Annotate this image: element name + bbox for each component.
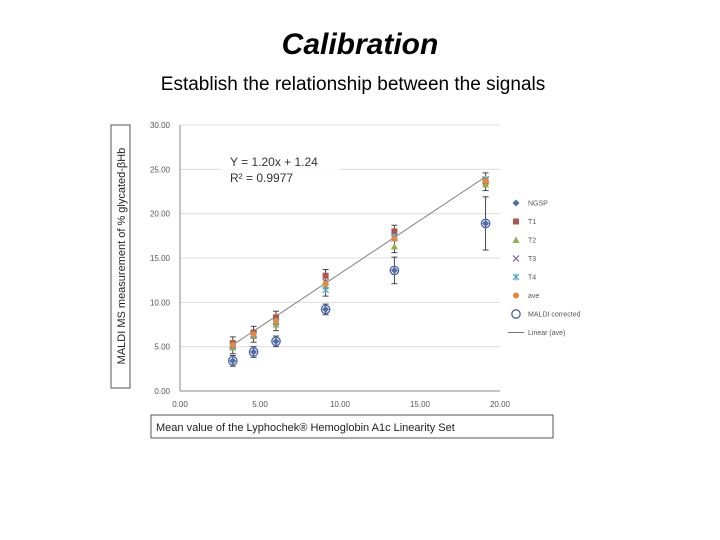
legend-swatch [511, 309, 521, 319]
legend-swatch [512, 255, 520, 262]
y-tick-label: 25.00 [150, 165, 171, 174]
data-point-maldi-corrected [248, 347, 259, 357]
x-tick-label: 20.00 [490, 400, 511, 409]
legend: NGSP T1 T2 T3 T4 ave MALDI corrected Linear (av… [508, 199, 581, 337]
legend-swatch [512, 236, 520, 243]
slide-title: Calibration [281, 28, 439, 61]
error-bars [229, 172, 489, 367]
data-point-ave [250, 331, 257, 338]
data-point-ave [482, 177, 489, 184]
data-point-maldi-corrected [271, 336, 281, 347]
r-squared: R² = 0.9977 [230, 171, 293, 185]
axes [179, 125, 500, 392]
data-point-maldi-corrected [320, 304, 331, 315]
data-point-t1 [391, 228, 398, 235]
data-point-t1 [273, 314, 279, 321]
data-point-t4 [322, 286, 329, 294]
data-point-ngsp [390, 266, 398, 274]
x-tick-label: 15.00 [410, 400, 431, 409]
y-tick-label: 20.00 [150, 210, 171, 219]
annotations: Y = 1.20x + 1.24 R² = 0.9977 [222, 152, 340, 190]
trendline-ave [232, 176, 486, 346]
legend-swatch [513, 292, 519, 299]
data-point-ave [273, 317, 279, 324]
y-axis-title: MALDI MS measurement of % glycated-βHb [116, 148, 128, 365]
data-point-ngsp [482, 219, 490, 227]
data-point-ngsp [229, 357, 237, 365]
data-point-maldi-corrected [389, 265, 400, 276]
legend-swatch [513, 218, 519, 225]
x-axis-title-box [150, 414, 554, 439]
y-axis-title-box [110, 124, 131, 389]
data-point-t1 [322, 272, 329, 279]
y-tick-label: 0.00 [154, 387, 170, 396]
legend-label: Linear (ave) [528, 330, 565, 337]
data-point-maldi-corrected [480, 218, 491, 229]
data-point-ave [229, 341, 236, 348]
regression-equation: Y = 1.20x + 1.24 [230, 155, 318, 169]
legend-label: MALDI corrected [528, 312, 581, 319]
tick-labels: 0.00 5.00 10.00 15.00 20.00 25.00 30.00 0.00 5.0… [150, 121, 511, 409]
y-tick-label: 30.00 [150, 121, 171, 130]
legend-label: T2 [528, 238, 536, 245]
trendline [232, 176, 486, 346]
data-point-ngsp [250, 348, 258, 356]
axis-titles: MALDI MS measurement of % glycated-βHb Me… [110, 124, 554, 439]
data-point-maldi-corrected [227, 356, 238, 366]
data-point-t2 [390, 242, 398, 250]
data-point-ngsp [322, 305, 330, 313]
legend-label: ave [528, 293, 539, 300]
legend-label: T4 [528, 275, 536, 282]
data-points [227, 175, 491, 366]
data-point-t2 [482, 180, 490, 188]
data-point-ave [391, 235, 398, 242]
y-tick-label: 10.00 [150, 298, 171, 307]
y-tick-label: 5.00 [154, 343, 170, 352]
legend-label: NGSP [528, 201, 548, 208]
slide-subtitle: Establish the relationship between the s… [160, 74, 546, 95]
x-tick-label: 0.00 [172, 400, 188, 409]
x-axis-title: Mean value of the Lyphochek® Hemoglobin … [156, 422, 455, 434]
equation-box [222, 152, 340, 190]
legend-swatch [512, 273, 520, 281]
legend-label: T1 [528, 219, 536, 226]
x-tick-label: 5.00 [252, 400, 268, 409]
x-tick-label: 10.00 [330, 400, 351, 409]
data-point-ngsp [272, 337, 280, 345]
legend-swatch [512, 199, 520, 207]
y-tick-label: 15.00 [150, 254, 171, 263]
legend-label: T3 [528, 256, 536, 263]
data-point-ave [322, 280, 329, 287]
